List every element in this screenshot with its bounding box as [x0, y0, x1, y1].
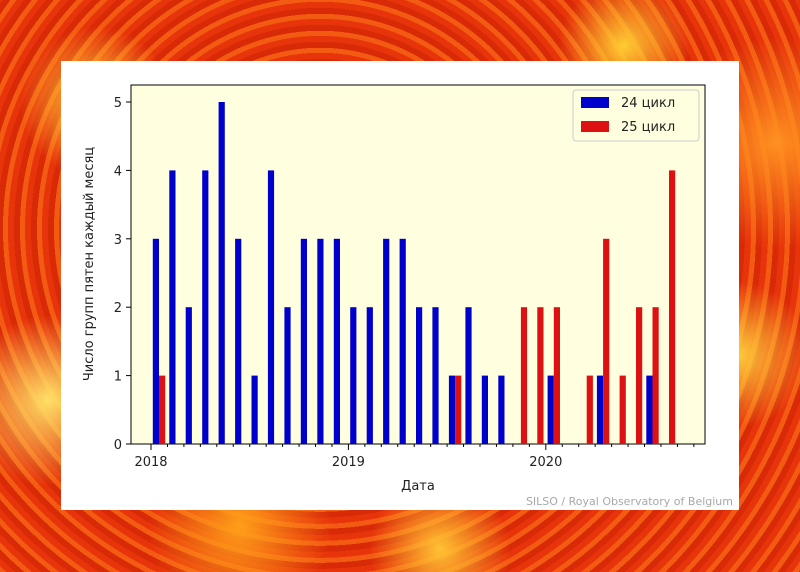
bar-25-2019-11 — [520, 307, 528, 444]
bar-24-2018-01 — [152, 238, 159, 444]
bar-24-2018-05 — [218, 102, 225, 444]
bar-24-2018-04 — [202, 170, 209, 444]
bar-24-2019-07 — [448, 375, 456, 444]
bar-24-2018-09 — [284, 307, 291, 444]
bar-25-2019-12 — [537, 307, 544, 444]
bar-25-2019-07 — [455, 375, 462, 444]
legend-swatch-25 — [581, 121, 609, 132]
bar-24-2018-02 — [169, 170, 176, 444]
x-tick-label: 2019 — [332, 455, 365, 470]
bar-24-2018-12 — [333, 238, 340, 444]
bar-chart: 0 1 2 3 4 5 2018 2019 2020 Дата Число групп пяте… — [82, 84, 706, 494]
bar-25-2020-07 — [652, 307, 659, 444]
bar-25-2020-05 — [619, 375, 626, 444]
bar-24-2018-08 — [267, 170, 275, 444]
y-tick-label: 3 — [114, 233, 122, 248]
legend-label-24: 24 цикл — [621, 96, 675, 111]
x-tick-label: 2018 — [134, 455, 167, 470]
bar-24-2019-10 — [498, 375, 505, 444]
bar-25-2020-03 — [586, 375, 593, 444]
y-tick-label: 5 — [114, 96, 122, 111]
y-tick-label: 0 — [114, 438, 122, 453]
bar-24-2019-05 — [416, 307, 423, 444]
y-tick-label: 1 — [114, 370, 122, 385]
bar-25-2020-08 — [669, 170, 676, 444]
bar-25-2020-04 — [603, 238, 610, 444]
bar-24-2018-10 — [300, 238, 307, 444]
y-tick-label: 2 — [114, 301, 122, 316]
bar-25-2018-01 — [159, 375, 166, 444]
bar-24-2019-03 — [383, 238, 390, 444]
bar-25-2020-01 — [553, 307, 560, 444]
credit-text: SILSO / Royal Observatory of Belgium — [525, 495, 733, 508]
bar-24-2020-04 — [596, 375, 604, 444]
legend-swatch-24 — [581, 97, 609, 108]
legend-label-25: 25 цикл — [621, 120, 675, 135]
y-tick-label: 4 — [114, 164, 122, 179]
x-tick-label: 2020 — [529, 455, 562, 470]
bar-24-2019-01 — [350, 307, 357, 444]
bar-24-2019-09 — [481, 375, 488, 444]
x-axis-label: Дата — [401, 479, 435, 494]
bar-24-2019-02 — [366, 307, 373, 444]
bar-25-2020-06 — [636, 307, 643, 444]
chart-panel: 0 1 2 3 4 5 2018 2019 2020 Дата Число групп пяте… — [61, 61, 739, 510]
bar-24-2019-06 — [432, 307, 439, 444]
bar-24-2018-11 — [317, 238, 324, 444]
bar-24-2020-07 — [646, 375, 653, 444]
bar-24-2020-01 — [547, 375, 554, 444]
bar-24-2019-08 — [465, 307, 472, 444]
y-axis-label: Число групп пятен каждый месяц — [82, 147, 97, 381]
bar-24-2019-04 — [399, 238, 406, 444]
bar-24-2018-07 — [251, 375, 258, 444]
bar-24-2018-06 — [235, 238, 242, 444]
legend: 24 цикл 25 цикл — [572, 89, 700, 142]
bar-24-2018-03 — [185, 307, 192, 444]
